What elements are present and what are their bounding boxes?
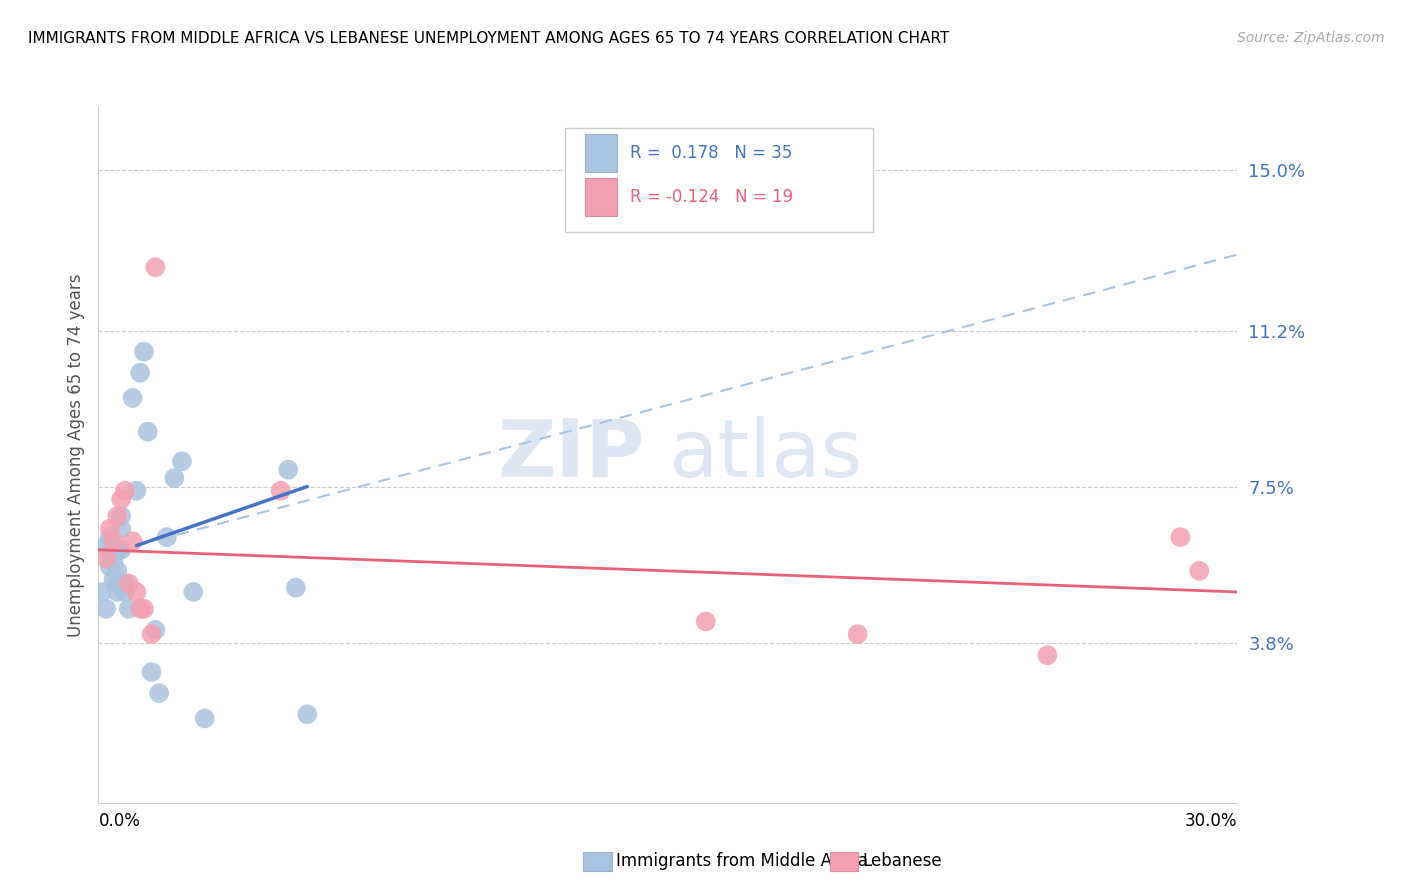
- Point: [141, 627, 163, 641]
- Point: [141, 665, 163, 679]
- Text: Immigrants from Middle Africa: Immigrants from Middle Africa: [616, 852, 868, 870]
- Point: [121, 391, 143, 405]
- Point: [132, 602, 155, 616]
- Point: [98, 547, 121, 561]
- Point: [136, 425, 159, 439]
- Point: [107, 576, 129, 591]
- Text: R =  0.178   N = 35: R = 0.178 N = 35: [630, 145, 793, 162]
- Point: [107, 542, 129, 557]
- Point: [125, 585, 148, 599]
- Point: [194, 711, 217, 725]
- Point: [94, 551, 117, 566]
- Text: IMMIGRANTS FROM MIDDLE AFRICA VS LEBANESE UNEMPLOYMENT AMONG AGES 65 TO 74 YEARS: IMMIGRANTS FROM MIDDLE AFRICA VS LEBANES…: [28, 31, 949, 46]
- Point: [846, 627, 869, 641]
- Point: [1036, 648, 1059, 663]
- Point: [110, 492, 132, 507]
- Point: [98, 530, 121, 544]
- Point: [107, 585, 129, 599]
- Point: [1170, 530, 1192, 544]
- Point: [118, 576, 141, 591]
- Point: [284, 581, 307, 595]
- Point: [1188, 564, 1211, 578]
- FancyBboxPatch shape: [565, 128, 873, 232]
- Point: [163, 471, 186, 485]
- Point: [98, 522, 121, 536]
- Text: Source: ZipAtlas.com: Source: ZipAtlas.com: [1237, 31, 1385, 45]
- Point: [118, 602, 141, 616]
- Point: [94, 539, 117, 553]
- Point: [125, 483, 148, 498]
- Point: [103, 534, 125, 549]
- Text: 30.0%: 30.0%: [1185, 812, 1237, 830]
- Point: [297, 707, 319, 722]
- Point: [114, 483, 136, 498]
- Point: [107, 564, 129, 578]
- Point: [103, 572, 125, 586]
- Text: 0.0%: 0.0%: [98, 812, 141, 830]
- Text: Lebanese: Lebanese: [862, 852, 942, 870]
- Text: R = -0.124   N = 19: R = -0.124 N = 19: [630, 188, 793, 206]
- Point: [98, 559, 121, 574]
- Y-axis label: Unemployment Among Ages 65 to 74 years: Unemployment Among Ages 65 to 74 years: [66, 273, 84, 637]
- Point: [91, 585, 114, 599]
- Point: [183, 585, 205, 599]
- Point: [695, 615, 717, 629]
- Point: [270, 483, 292, 498]
- Point: [156, 530, 179, 544]
- Point: [107, 509, 129, 524]
- Point: [129, 366, 152, 380]
- Text: ZIP: ZIP: [498, 416, 645, 494]
- Point: [103, 542, 125, 557]
- FancyBboxPatch shape: [585, 178, 617, 216]
- Text: atlas: atlas: [668, 416, 862, 494]
- Point: [129, 602, 152, 616]
- Point: [170, 454, 193, 468]
- Point: [114, 585, 136, 599]
- Point: [277, 463, 299, 477]
- Point: [110, 509, 132, 524]
- Point: [94, 602, 117, 616]
- Point: [132, 344, 155, 359]
- Point: [148, 686, 170, 700]
- Point: [110, 542, 132, 557]
- Point: [145, 260, 167, 275]
- Point: [114, 576, 136, 591]
- FancyBboxPatch shape: [585, 134, 617, 172]
- Point: [103, 556, 125, 570]
- Point: [145, 623, 167, 637]
- Point: [110, 522, 132, 536]
- Point: [121, 534, 143, 549]
